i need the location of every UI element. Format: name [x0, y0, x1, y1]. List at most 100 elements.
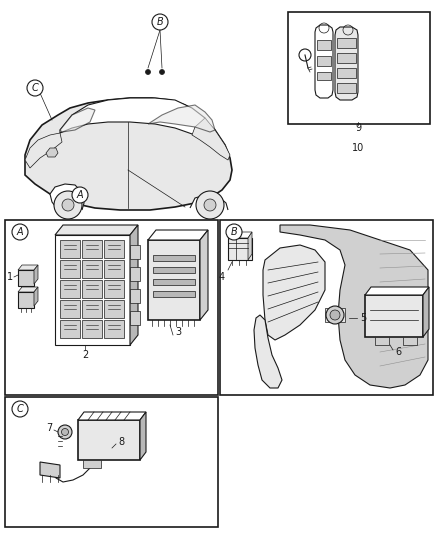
Text: C: C: [17, 404, 23, 414]
Bar: [18, 292, 34, 308]
Circle shape: [159, 69, 165, 75]
Polygon shape: [130, 225, 138, 345]
Polygon shape: [18, 265, 38, 270]
Circle shape: [54, 191, 82, 219]
Bar: [60, 280, 80, 298]
Polygon shape: [60, 98, 215, 140]
Text: B: B: [231, 227, 237, 237]
Bar: [18, 270, 34, 286]
Circle shape: [12, 224, 28, 240]
Bar: [82, 320, 102, 338]
Bar: [148, 240, 200, 320]
Bar: [153, 255, 195, 261]
Bar: [365, 295, 423, 337]
Text: A: A: [77, 190, 83, 200]
Polygon shape: [280, 225, 428, 388]
Bar: [60, 320, 80, 338]
Text: 2: 2: [82, 350, 88, 360]
Bar: [55, 235, 130, 345]
Polygon shape: [190, 195, 228, 210]
Circle shape: [61, 429, 68, 435]
Circle shape: [330, 310, 340, 320]
Bar: [104, 300, 124, 318]
Circle shape: [27, 80, 43, 96]
Circle shape: [196, 191, 224, 219]
Polygon shape: [140, 412, 146, 460]
Bar: [82, 260, 102, 278]
Polygon shape: [60, 108, 95, 132]
Polygon shape: [55, 225, 138, 235]
Polygon shape: [365, 287, 429, 295]
Circle shape: [62, 199, 74, 211]
Bar: [104, 260, 124, 278]
Bar: [104, 320, 124, 338]
Bar: [5, 220, 218, 395]
Text: 6: 6: [395, 347, 401, 357]
Polygon shape: [228, 232, 252, 238]
Bar: [104, 240, 124, 258]
Circle shape: [72, 187, 88, 203]
Bar: [228, 238, 252, 260]
Bar: [337, 38, 356, 48]
Bar: [337, 68, 356, 78]
Bar: [78, 420, 140, 460]
Polygon shape: [46, 148, 58, 157]
Polygon shape: [315, 25, 333, 98]
Polygon shape: [18, 287, 38, 292]
Polygon shape: [200, 230, 208, 320]
Text: 5: 5: [360, 313, 366, 323]
Polygon shape: [40, 462, 60, 478]
Circle shape: [226, 224, 242, 240]
Bar: [317, 40, 331, 50]
Polygon shape: [403, 337, 417, 345]
Polygon shape: [335, 27, 358, 100]
Polygon shape: [78, 412, 146, 420]
Bar: [60, 260, 80, 278]
Polygon shape: [50, 184, 84, 210]
Circle shape: [12, 401, 28, 417]
Polygon shape: [375, 337, 389, 345]
Bar: [60, 300, 80, 318]
Bar: [325, 308, 345, 322]
Bar: [83, 460, 101, 468]
Polygon shape: [192, 118, 230, 160]
Text: 4: 4: [219, 272, 225, 282]
Circle shape: [58, 425, 72, 439]
Bar: [153, 279, 195, 285]
Polygon shape: [34, 287, 38, 306]
Bar: [220, 220, 433, 395]
Circle shape: [204, 199, 216, 211]
Polygon shape: [25, 133, 62, 168]
Bar: [153, 267, 195, 273]
Text: 10: 10: [352, 143, 364, 153]
Bar: [130, 289, 140, 303]
Polygon shape: [25, 98, 232, 210]
Bar: [337, 53, 356, 63]
Text: A: A: [17, 227, 23, 237]
Text: B: B: [157, 17, 163, 27]
Polygon shape: [148, 230, 208, 240]
Bar: [130, 311, 140, 325]
Bar: [5, 397, 218, 527]
Bar: [317, 56, 331, 66]
Bar: [82, 280, 102, 298]
Bar: [104, 280, 124, 298]
Polygon shape: [248, 232, 252, 260]
Bar: [130, 267, 140, 281]
Text: 3: 3: [175, 327, 181, 337]
Bar: [153, 291, 195, 297]
Polygon shape: [263, 245, 325, 340]
Polygon shape: [423, 287, 429, 337]
Bar: [317, 72, 331, 80]
Polygon shape: [254, 315, 282, 388]
Circle shape: [326, 306, 344, 324]
Circle shape: [145, 69, 151, 75]
Bar: [82, 300, 102, 318]
Polygon shape: [148, 105, 215, 132]
Text: 8: 8: [118, 437, 124, 447]
Bar: [130, 245, 140, 259]
Circle shape: [152, 14, 168, 30]
Bar: [288, 12, 430, 124]
Bar: [60, 240, 80, 258]
Text: 1: 1: [7, 272, 13, 282]
